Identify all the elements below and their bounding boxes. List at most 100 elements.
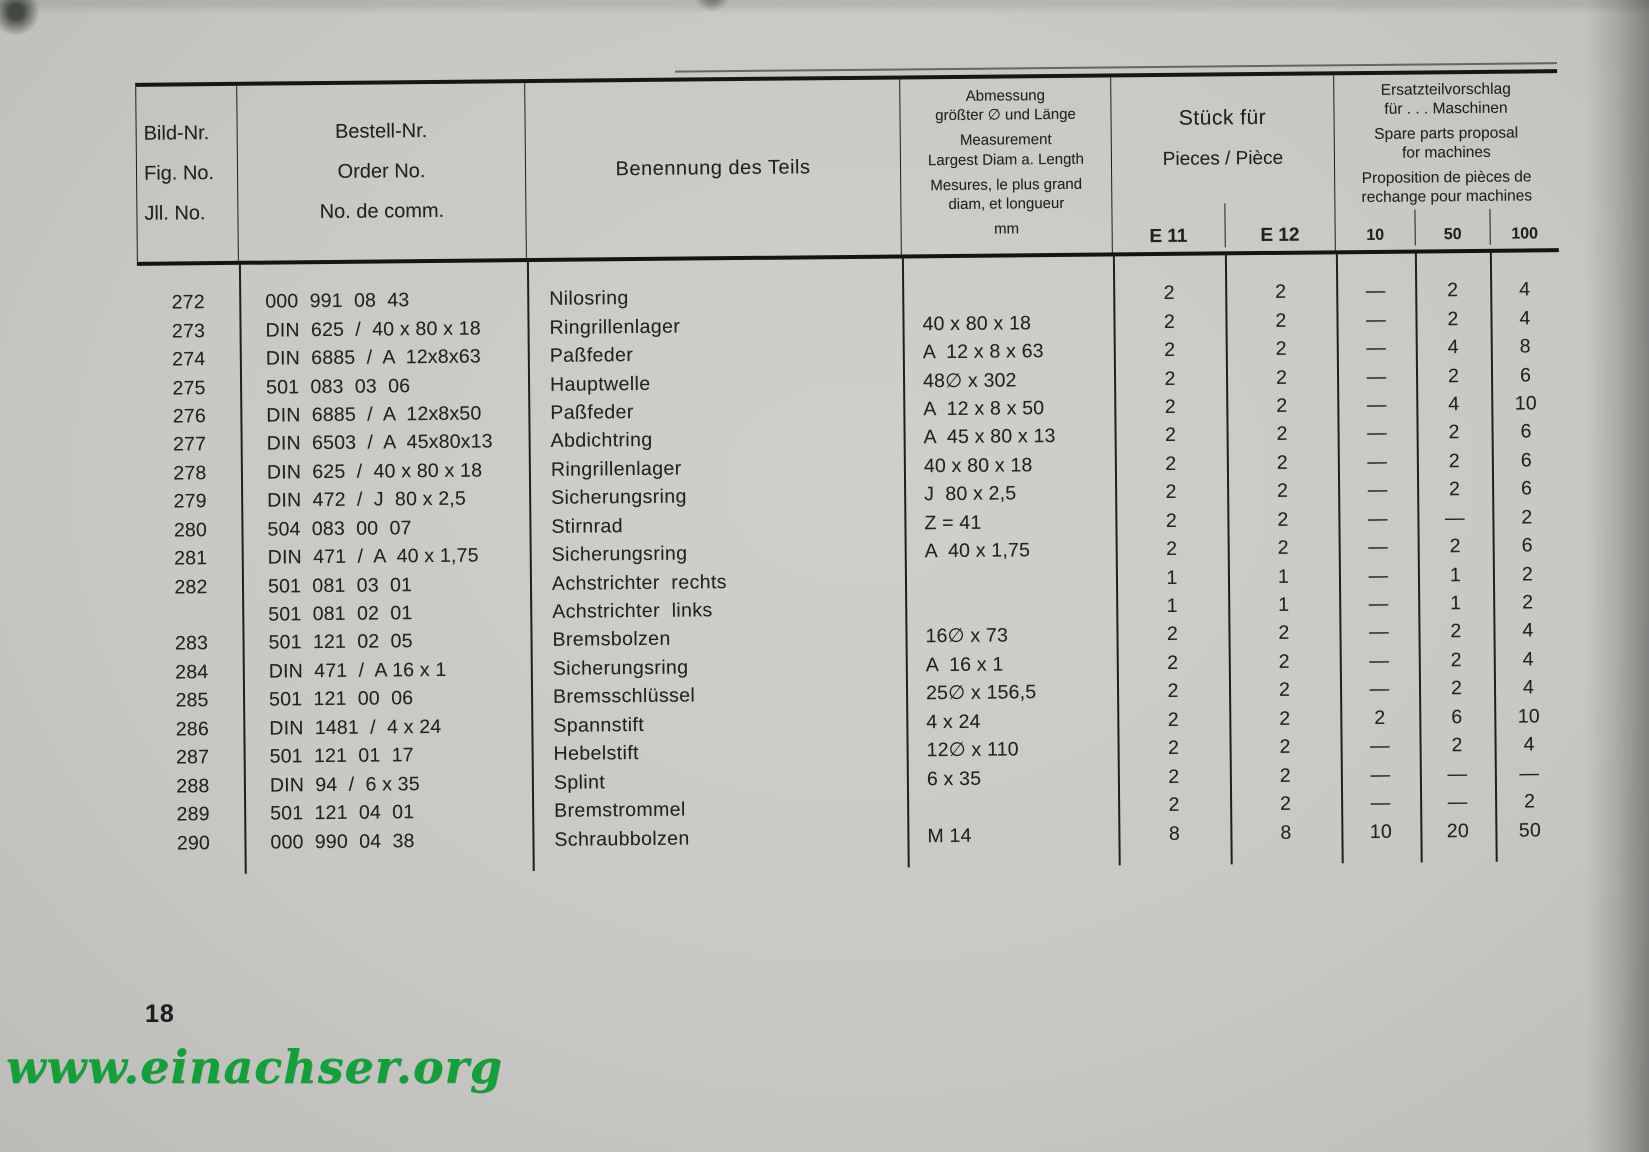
header-proposal-de: für . . . Maschinen (1384, 100, 1508, 119)
order-no-cell: DIN 6885 / A 12x8x50 (266, 402, 482, 427)
part-name-cell: Sicherungsring (551, 485, 687, 510)
e12-qty-cell: 2 (1279, 707, 1291, 730)
header-pieces-title-enfr: Pieces / Pièce (1162, 147, 1284, 170)
header-fig-line: Fig. No. (143, 162, 215, 185)
e12-qty-cell: 2 (1279, 735, 1291, 759)
measurement-cell: 40 x 80 x 18 (923, 454, 1033, 478)
header-part-name-label: Benennung des Teils (615, 156, 811, 181)
e11-qty-cell: 2 (1166, 537, 1178, 561)
measurement-cell: A 12 x 8 x 63 (922, 340, 1044, 364)
qty-100-cell: — (1519, 762, 1540, 785)
fig-no-cell: 282 (174, 575, 208, 599)
part-name-cell: Splint (553, 771, 606, 794)
qty-50-cell: 2 (1451, 734, 1463, 757)
e11-qty-cell: 2 (1167, 680, 1179, 703)
qty-50-cell: 4 (1448, 393, 1460, 416)
qty-50-cell: 2 (1448, 478, 1461, 501)
measurement-cell: A 12 x 8 x 50 (923, 397, 1045, 421)
qty-50-cell: 2 (1450, 649, 1462, 672)
measurement-cell: J 80 x 2,5 (924, 482, 1017, 506)
watermark-text: www.einachser.org (6, 1040, 503, 1094)
qty-100-cell: 10 (1514, 392, 1537, 415)
e11-qty-cell: 2 (1167, 737, 1180, 760)
qty-50-cell: 2 (1449, 535, 1461, 558)
order-no-cell: DIN 6885 / A 12x8x63 (265, 345, 482, 370)
e11-qty-cell: 2 (1163, 282, 1175, 305)
table-rows: 272 000 991 08 43 Nilosring 2 2 — 2 4 27… (137, 251, 1565, 857)
qty-10-cell: — (1367, 507, 1388, 530)
header-proposal-de: Ersatzteilvorschlag (1380, 80, 1511, 99)
measurement-cell: 25∅ x 156,5 (925, 681, 1037, 705)
order-no-cell: DIN 471 / A 40 x 1,75 (267, 544, 479, 569)
qty-50-cell: 2 (1447, 307, 1459, 330)
fig-no-cell: 290 (176, 831, 211, 854)
part-name-cell: Paßfeder (550, 401, 634, 424)
fig-no-cell: 274 (172, 348, 206, 371)
header-qty-100: 100 (1489, 208, 1559, 245)
order-no-cell: DIN 471 / A 16 x 1 (268, 658, 447, 683)
e12-qty-cell: 2 (1278, 650, 1290, 673)
part-name-cell: Spannstift (553, 713, 645, 737)
qty-10-cell: — (1368, 535, 1389, 559)
e12-qty-cell: 8 (1280, 821, 1292, 844)
header-measure-en: Measurement (959, 131, 1052, 150)
qty-50-cell: 2 (1447, 364, 1460, 387)
qty-10-cell: — (1368, 564, 1389, 587)
part-name-cell: Bremsschlüssel (552, 684, 696, 709)
measurement-cell (905, 578, 1116, 580)
qty-100-cell: 2 (1523, 790, 1536, 813)
qty-50-cell: 2 (1448, 449, 1460, 473)
qty-100-cell: 2 (1521, 506, 1533, 529)
e12-qty-cell: 2 (1277, 536, 1289, 560)
qty-100-cell: 8 (1519, 335, 1531, 358)
header-measure-unit: mm (994, 220, 1020, 238)
part-name-cell: Paßfeder (549, 344, 634, 367)
qty-100-cell: 4 (1523, 733, 1535, 756)
qty-50-cell: 20 (1446, 819, 1470, 842)
part-name-cell: Achstrichter links (552, 599, 713, 623)
order-no-cell: 000 991 08 43 (265, 289, 410, 313)
header-measure-fr: diam, et longueur (948, 194, 1065, 213)
qty-10-cell: — (1370, 791, 1391, 815)
part-name-cell: Sicherungsring (551, 542, 688, 567)
qty-50-cell: 2 (1450, 620, 1462, 643)
fig-no-cell: 281 (174, 547, 208, 570)
e11-qty-cell: 2 (1163, 310, 1176, 333)
e11-qty-cell: 2 (1164, 338, 1176, 362)
header-model-e11: E 11 (1149, 225, 1188, 248)
e12-qty-cell: 2 (1277, 480, 1289, 503)
order-no-cell: 504 083 00 07 (267, 516, 412, 541)
qty-100-cell: 4 (1522, 648, 1534, 671)
header-proposal: Ersatzteilvorschlag für . . . Maschinen … (1334, 73, 1559, 250)
e11-qty-cell: 1 (1166, 566, 1178, 589)
e12-qty-cell: 1 (1277, 565, 1290, 588)
fig-no-cell: 275 (172, 376, 206, 400)
qty-50-cell: — (1447, 791, 1468, 814)
e11-qty-cell: 2 (1166, 623, 1179, 646)
e11-qty-cell: 2 (1164, 367, 1176, 390)
qty-50-cell: — (1444, 506, 1465, 529)
order-no-cell: DIN 625 / 40 x 80 x 18 (265, 317, 481, 342)
e11-qty-cell: 8 (1168, 822, 1181, 845)
e12-qty-cell: 2 (1278, 622, 1290, 645)
e12-qty-cell: 2 (1278, 679, 1291, 702)
order-no-cell: 501 081 02 01 (268, 602, 413, 626)
header-fig-no: Bild-Nr. Fig. No. Jll. No. (135, 85, 239, 262)
fig-no-cell: 286 (175, 717, 210, 741)
fig-no-cell: 280 (173, 518, 208, 542)
qty-10-cell: — (1366, 365, 1387, 388)
measurement-cell: 4 x 24 (926, 710, 981, 734)
order-no-cell: DIN 1481 / 4 x 24 (269, 715, 442, 740)
fig-no-cell: 272 (171, 291, 205, 314)
e11-qty-cell: 2 (1165, 481, 1177, 504)
measurement-cell (905, 606, 1116, 608)
header-order-line: Bestell-Nr. (334, 120, 428, 143)
e12-qty-cell: 2 (1275, 309, 1287, 332)
qty-100-cell: 6 (1519, 363, 1532, 387)
qty-100-cell: 4 (1519, 307, 1531, 330)
part-name-cell: Hauptwelle (549, 372, 651, 396)
part-name-cell: Hebelstift (553, 742, 640, 766)
qty-100-cell: 6 (1520, 477, 1533, 500)
spare-parts-table: Bild-Nr. Fig. No. Jll. No. Bestell-Nr. O… (135, 55, 1565, 881)
